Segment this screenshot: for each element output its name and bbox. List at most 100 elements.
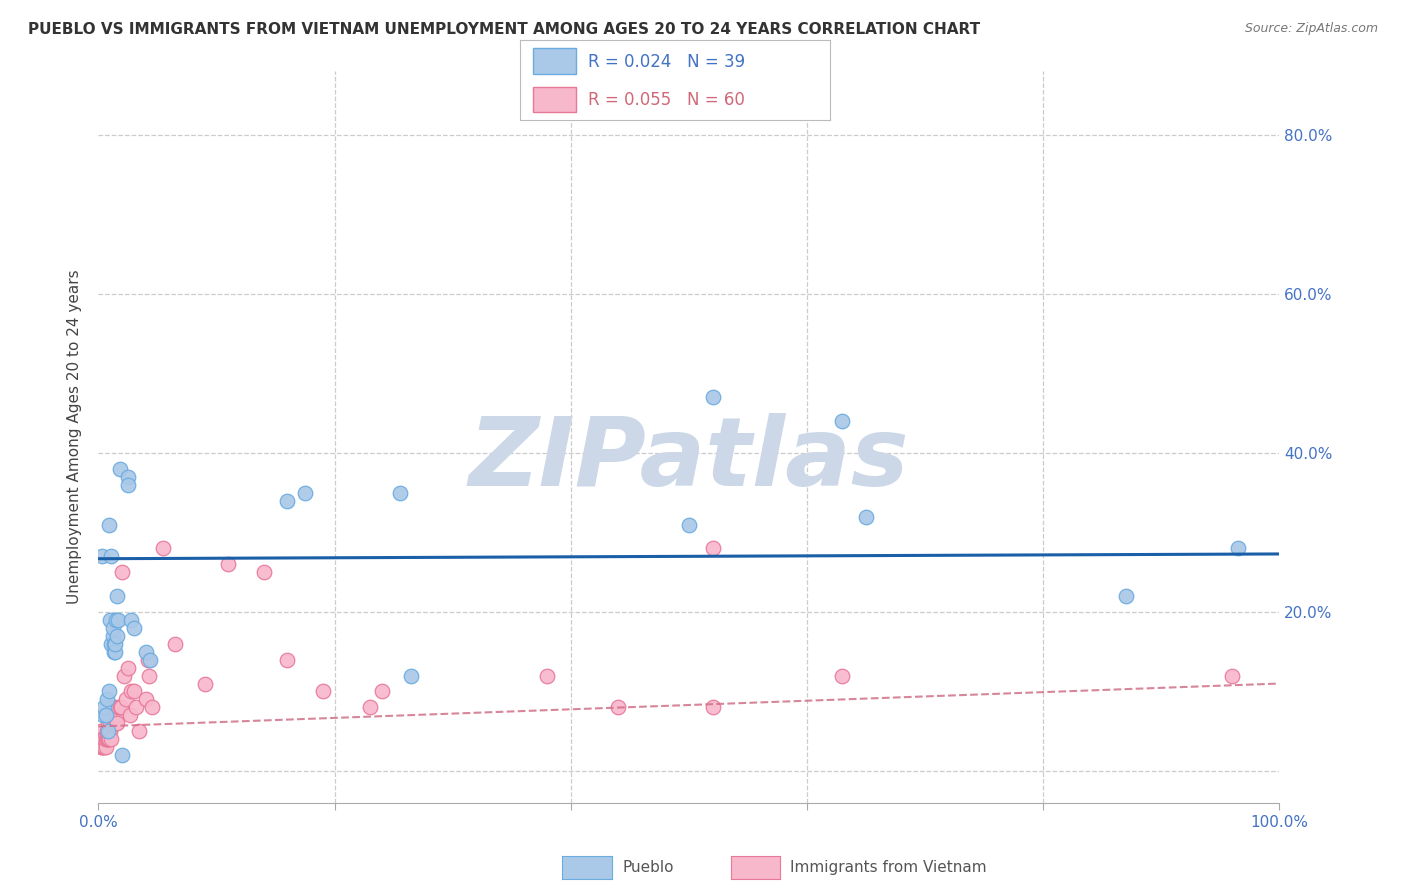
Point xyxy=(91,732,114,747)
Text: PUEBLO VS IMMIGRANTS FROM VIETNAM UNEMPLOYMENT AMONG AGES 20 TO 24 YEARS CORRELA: PUEBLO VS IMMIGRANTS FROM VIETNAM UNEMPL… xyxy=(28,22,980,37)
Point xyxy=(101,708,124,723)
Point xyxy=(678,517,700,532)
Point xyxy=(111,566,134,580)
Point xyxy=(536,668,558,682)
Point xyxy=(91,740,114,755)
Point xyxy=(294,485,316,500)
Point xyxy=(101,700,124,714)
Point xyxy=(96,692,118,706)
Point xyxy=(90,740,112,755)
Point xyxy=(101,629,124,643)
Point xyxy=(103,700,125,714)
Point xyxy=(100,732,122,747)
Point xyxy=(135,692,157,706)
Point xyxy=(91,549,114,564)
Point xyxy=(97,732,120,747)
Point xyxy=(105,613,128,627)
Point xyxy=(111,748,134,763)
Point xyxy=(104,645,127,659)
Point xyxy=(122,684,145,698)
Point xyxy=(114,692,136,706)
Point xyxy=(702,390,724,404)
Point xyxy=(125,700,148,714)
Point xyxy=(401,668,423,682)
Point xyxy=(117,477,139,491)
Point xyxy=(98,724,121,739)
Point xyxy=(105,629,128,643)
Point xyxy=(94,708,117,723)
Point xyxy=(388,485,411,500)
Point xyxy=(110,700,132,714)
Point xyxy=(96,732,118,747)
Point xyxy=(100,637,122,651)
Point xyxy=(128,724,150,739)
Point xyxy=(105,708,128,723)
Point xyxy=(112,668,135,682)
Text: R = 0.055   N = 60: R = 0.055 N = 60 xyxy=(588,91,745,110)
Point xyxy=(97,724,120,739)
Point xyxy=(108,462,131,476)
Point xyxy=(98,613,121,627)
Point xyxy=(104,637,127,651)
Point xyxy=(101,621,124,635)
Point xyxy=(1220,668,1243,682)
Point xyxy=(97,716,120,731)
Point xyxy=(141,700,163,714)
Point xyxy=(89,732,111,747)
Point xyxy=(98,517,121,532)
Point xyxy=(96,724,118,739)
Point xyxy=(121,684,143,698)
Text: Immigrants from Vietnam: Immigrants from Vietnam xyxy=(790,861,987,875)
Text: ZIPatlas: ZIPatlas xyxy=(468,412,910,506)
Point xyxy=(107,613,129,627)
Y-axis label: Unemployment Among Ages 20 to 24 years: Unemployment Among Ages 20 to 24 years xyxy=(67,269,83,605)
Point xyxy=(253,566,276,580)
Point xyxy=(105,716,128,731)
Point xyxy=(702,700,724,714)
Point xyxy=(98,716,121,731)
Point xyxy=(104,708,127,723)
Point xyxy=(94,732,117,747)
Text: Source: ZipAtlas.com: Source: ZipAtlas.com xyxy=(1244,22,1378,36)
Point xyxy=(98,732,121,747)
Point xyxy=(98,724,121,739)
Point xyxy=(120,708,142,723)
Text: R = 0.024   N = 39: R = 0.024 N = 39 xyxy=(588,53,745,70)
FancyBboxPatch shape xyxy=(533,48,576,74)
Point xyxy=(138,668,160,682)
Point xyxy=(117,470,139,484)
Point xyxy=(94,740,117,755)
Point xyxy=(152,541,174,556)
Point xyxy=(217,558,239,572)
Point xyxy=(89,732,111,747)
Point xyxy=(103,645,125,659)
Point xyxy=(91,708,114,723)
Point xyxy=(1115,589,1137,603)
Point xyxy=(359,700,381,714)
Point xyxy=(312,684,335,698)
Point xyxy=(100,549,122,564)
FancyBboxPatch shape xyxy=(533,87,576,112)
Point xyxy=(103,716,125,731)
Point xyxy=(135,645,157,659)
Point xyxy=(107,700,129,714)
Point xyxy=(855,509,877,524)
Point xyxy=(117,660,139,674)
Point xyxy=(831,414,853,428)
Point xyxy=(93,700,115,714)
Point xyxy=(98,684,121,698)
Point xyxy=(139,653,162,667)
Point xyxy=(165,637,187,651)
Point xyxy=(122,621,145,635)
Point xyxy=(371,684,394,698)
Point xyxy=(91,740,114,755)
Point xyxy=(607,700,630,714)
Point xyxy=(276,493,298,508)
Point xyxy=(702,541,724,556)
Point xyxy=(108,700,131,714)
Point xyxy=(194,676,217,690)
Point xyxy=(93,732,115,747)
Point xyxy=(103,637,125,651)
Point xyxy=(90,724,112,739)
Point xyxy=(136,653,159,667)
